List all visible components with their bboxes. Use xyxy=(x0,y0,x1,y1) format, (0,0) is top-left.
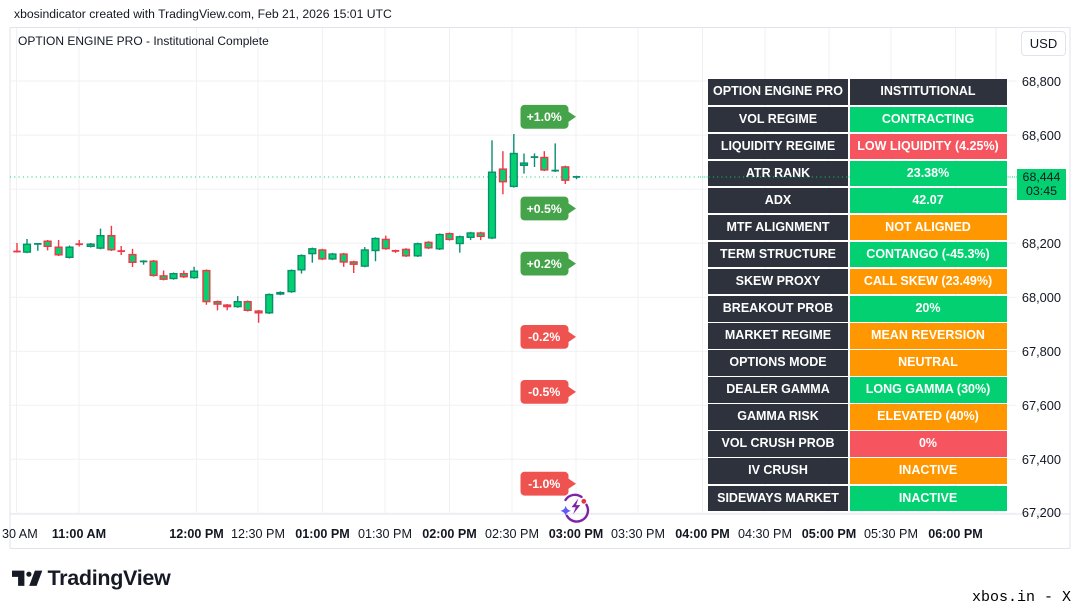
svg-text:+0.5%: +0.5% xyxy=(527,202,562,216)
svg-text:-0.2%: -0.2% xyxy=(528,330,560,344)
svg-text:-1.0%: -1.0% xyxy=(528,477,560,491)
svg-text:+1.0%: +1.0% xyxy=(527,110,562,124)
svg-text:+0.2%: +0.2% xyxy=(527,257,562,271)
svg-text:-0.5%: -0.5% xyxy=(528,385,560,399)
